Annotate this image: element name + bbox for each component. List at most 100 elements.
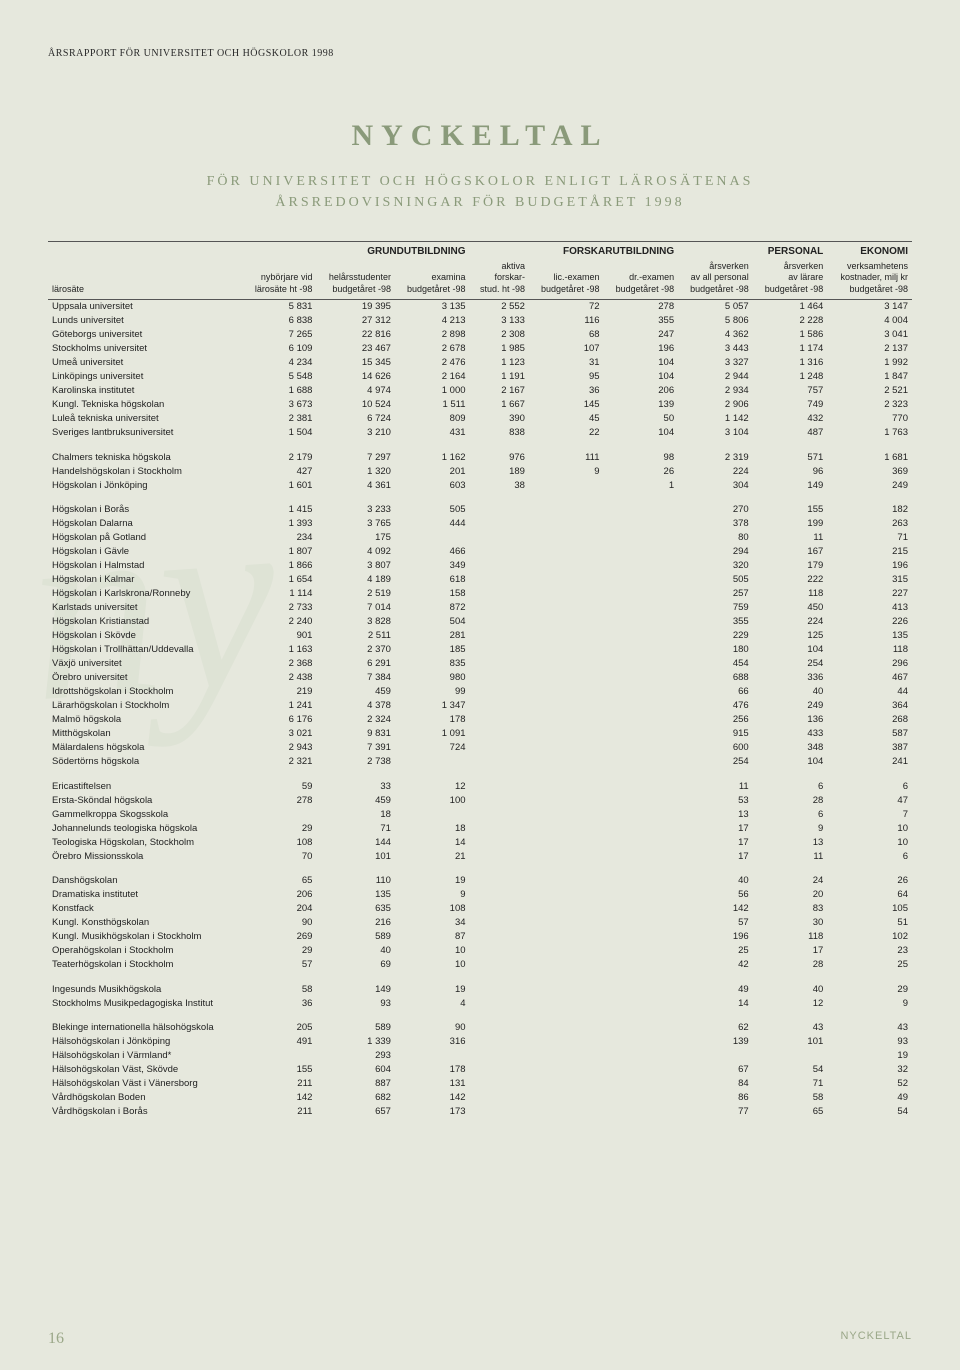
cell [470,517,529,531]
cell: 101 [316,849,395,863]
cell [604,741,679,755]
cell: 270 [678,492,753,517]
cell [470,741,529,755]
cell: 2 323 [827,398,912,412]
cell: 95 [529,370,604,384]
cell: 2 438 [243,671,316,685]
cell: 5 548 [243,370,316,384]
cell: 1 163 [243,643,316,657]
row-label: Gammelkroppa Skogsskola [48,807,243,821]
cell: 6 176 [243,713,316,727]
cell [529,559,604,573]
cell [604,492,679,517]
cell [243,1049,316,1063]
row-label: Högskolan på Gotland [48,531,243,545]
cell: 1 654 [243,573,316,587]
cell: 3 673 [243,398,316,412]
cell: 179 [753,559,828,573]
cell: 4 189 [316,573,395,587]
cell [604,1063,679,1077]
table-row: Kungl. Tekniska högskolan3 67310 5241 51… [48,398,912,412]
row-label: Dramatiska institutet [48,888,243,902]
cell: 369 [827,464,912,478]
cell: 43 [753,1010,828,1035]
cell [529,741,604,755]
cell: 196 [678,930,753,944]
cell: 254 [678,755,753,769]
row-label: Högskolan i Gävle [48,545,243,559]
cell: 7 265 [243,328,316,342]
report-header: ÅRSRAPPORT FÖR UNIVERSITET OCH HÖGSKOLOR… [48,48,912,59]
cell: 25 [827,958,912,972]
cell: 454 [678,657,753,671]
cell: 11 [678,769,753,794]
cell: 1 320 [316,464,395,478]
cell: 21 [395,849,470,863]
cell [604,1105,679,1119]
col-e: lic.-examenbudgetåret -98 [529,259,604,299]
cell: 34 [395,916,470,930]
row-label: Högskolan i Jönköping [48,478,243,492]
col-i: verksamhetenskostnader, milj krbudgetåre… [827,259,912,299]
cell [470,587,529,601]
cell [395,807,470,821]
cell: 1 688 [243,384,316,398]
cell: 427 [243,464,316,478]
cell: 57 [243,958,316,972]
cell: 2 898 [395,328,470,342]
cell: 1 162 [395,440,470,465]
cell: 2 738 [316,755,395,769]
cell: 9 [529,464,604,478]
cell: 44 [827,685,912,699]
row-label: Johannelunds teologiska högskola [48,821,243,835]
cell [604,930,679,944]
cell: 7 384 [316,671,395,685]
cell: 278 [243,793,316,807]
cell: 294 [678,545,753,559]
cell: 100 [395,793,470,807]
cell [604,835,679,849]
cell: 93 [316,996,395,1010]
cell [604,559,679,573]
table-row: Johannelunds teologiska högskola29711817… [48,821,912,835]
cell: 1 985 [470,342,529,356]
cell [529,727,604,741]
cell [529,1063,604,1077]
cell: 254 [753,657,828,671]
page-number: 16 [48,1330,64,1348]
cell: 10 524 [316,398,395,412]
subtitle-line2: ÅRSREDOVISNINGAR FÖR BUDGETÅRET 1998 [275,195,684,210]
table-row: Högskolan i Trollhättan/Uddevalla1 1632 … [48,643,912,657]
cell: 93 [827,1035,912,1049]
table-row: Högskolan Kristianstad2 2403 82850435522… [48,615,912,629]
cell: 589 [316,1010,395,1035]
cell [529,1010,604,1035]
cell: 2 228 [753,314,828,328]
cell [470,492,529,517]
cell: 196 [827,559,912,573]
table-row: Konstfack20463510814283105 [48,902,912,916]
cell: 3 021 [243,727,316,741]
subtitle-line1: FÖR UNIVERSITET OCH HÖGSKOLOR ENLIGT LÄR… [207,174,754,189]
cell: 2 944 [678,370,753,384]
cell: 42 [678,958,753,972]
cell [470,573,529,587]
cell: 3 133 [470,314,529,328]
cell: 14 [395,835,470,849]
cell: 7 014 [316,601,395,615]
table-row: Hälsohögskolan Väst, Skövde1556041786754… [48,1063,912,1077]
cell [470,1010,529,1035]
cell: 6 [753,807,828,821]
cell: 40 [678,863,753,888]
cell: 58 [753,1091,828,1105]
cell: 688 [678,671,753,685]
cell: 604 [316,1063,395,1077]
cell: 105 [827,902,912,916]
cell: 10 [395,944,470,958]
cell: 4 974 [316,384,395,398]
cell [470,657,529,671]
cell [604,629,679,643]
cell: 104 [604,370,679,384]
cell: 431 [395,426,470,440]
table-row: Blekinge internationella hälsohögskola20… [48,1010,912,1035]
